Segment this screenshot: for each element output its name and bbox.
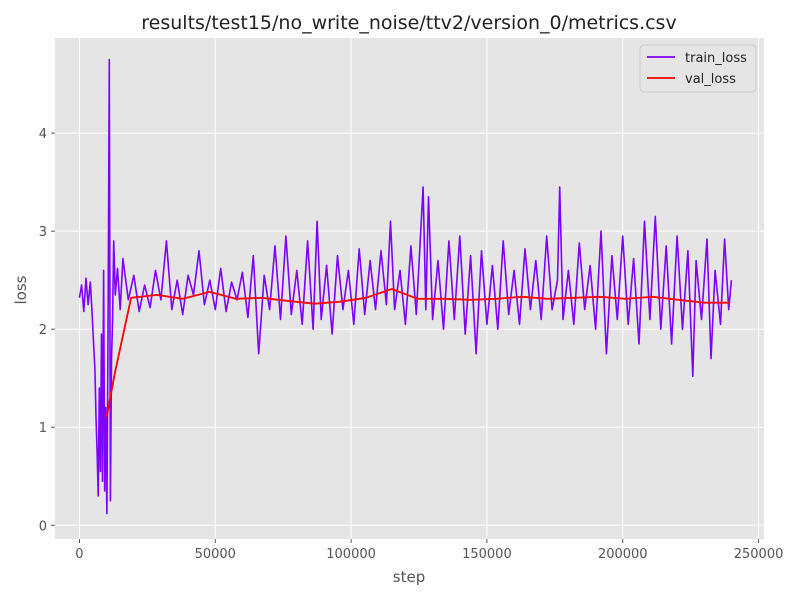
x-tick-label: 250000 — [734, 547, 784, 562]
x-tick-label: 150000 — [462, 547, 512, 562]
y-tick-label: 0 — [39, 519, 47, 534]
series-layer — [78, 58, 733, 515]
y-tick-label: 4 — [39, 127, 47, 142]
x-tick-label: 0 — [75, 547, 83, 562]
y-tick-label: 3 — [39, 225, 47, 240]
x-tick-label: 50000 — [195, 547, 236, 562]
legend: train_loss val_loss — [639, 44, 757, 93]
y-tick-label: 1 — [39, 421, 47, 436]
y-axis-label: loss — [12, 275, 30, 304]
series-line-train-loss — [78, 58, 733, 515]
grid — [55, 38, 764, 539]
legend-label-train-loss: train_loss — [685, 51, 747, 66]
series-line-val-loss — [105, 288, 730, 418]
x-tick-label: 100000 — [326, 547, 376, 562]
plot-area — [55, 38, 764, 539]
ticks: 0 50000 100000 150000 200000 250000 0 1 2 3 4 — [39, 127, 784, 562]
legend-label-val-loss: val_loss — [685, 72, 736, 87]
x-axis-label: step — [393, 568, 425, 586]
chart-title: results/test15/no_write_noise/ttv2/versi… — [141, 12, 676, 34]
y-tick-label: 2 — [39, 323, 47, 338]
x-tick-label: 200000 — [598, 547, 648, 562]
